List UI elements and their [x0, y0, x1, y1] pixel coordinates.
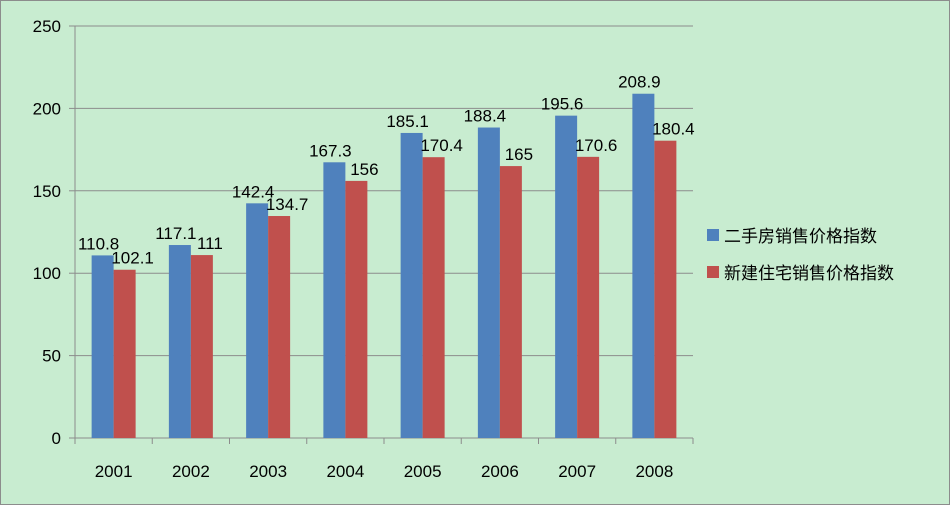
data-label: 117.1: [155, 224, 196, 243]
data-label: 134.7: [266, 195, 309, 214]
bar: [477, 127, 500, 439]
x-tick-label: 2003: [249, 462, 287, 481]
bar: [499, 166, 522, 438]
data-label: 180.4: [652, 120, 695, 139]
data-label: 188.4: [464, 107, 507, 126]
y-tick-label: 50: [42, 347, 61, 366]
bar: [246, 203, 269, 438]
bar: [345, 180, 368, 439]
y-tick-label: 250: [33, 17, 61, 36]
y-tick-label: 0: [52, 429, 61, 448]
bar: [632, 93, 655, 439]
y-tick-label: 100: [33, 264, 61, 283]
data-label: 185.1: [386, 112, 429, 131]
data-label: 142.4: [232, 182, 275, 201]
bar: [268, 216, 291, 438]
bar: [555, 115, 578, 439]
bar: [422, 157, 445, 439]
bar: [168, 245, 191, 438]
bar: [400, 132, 423, 438]
data-label: 165: [505, 145, 533, 164]
bar: [190, 255, 213, 438]
x-tick-label: 2005: [404, 462, 442, 481]
x-tick-label: 2004: [326, 462, 364, 481]
x-tick-label: 2007: [558, 462, 596, 481]
x-tick-label: 2006: [481, 462, 519, 481]
data-label: 170.6: [575, 136, 618, 155]
data-label: 111: [197, 234, 223, 253]
data-label: 110.8: [78, 234, 119, 253]
bar: [323, 162, 346, 438]
legend-swatch: [707, 229, 719, 241]
bar: [113, 269, 136, 438]
data-label: 167.3: [309, 141, 352, 160]
x-tick-label: 2001: [95, 462, 133, 481]
x-tick-label: 2002: [172, 462, 210, 481]
data-label: 170.4: [420, 136, 463, 155]
legend-label: 新建住宅销售价格指数: [724, 264, 894, 284]
x-tick-label: 2008: [635, 462, 673, 481]
y-tick-label: 150: [33, 182, 61, 201]
legend-label: 二手房销售价格指数: [724, 227, 877, 247]
bar: [91, 255, 114, 438]
data-label: 208.9: [618, 73, 661, 92]
data-label: 156: [350, 160, 378, 179]
bar: [654, 140, 677, 438]
bar: [577, 156, 600, 438]
y-tick-label: 200: [33, 99, 61, 118]
data-label: 102.1: [111, 249, 154, 268]
legend-swatch: [707, 266, 719, 278]
data-label: 195.6: [541, 95, 584, 114]
